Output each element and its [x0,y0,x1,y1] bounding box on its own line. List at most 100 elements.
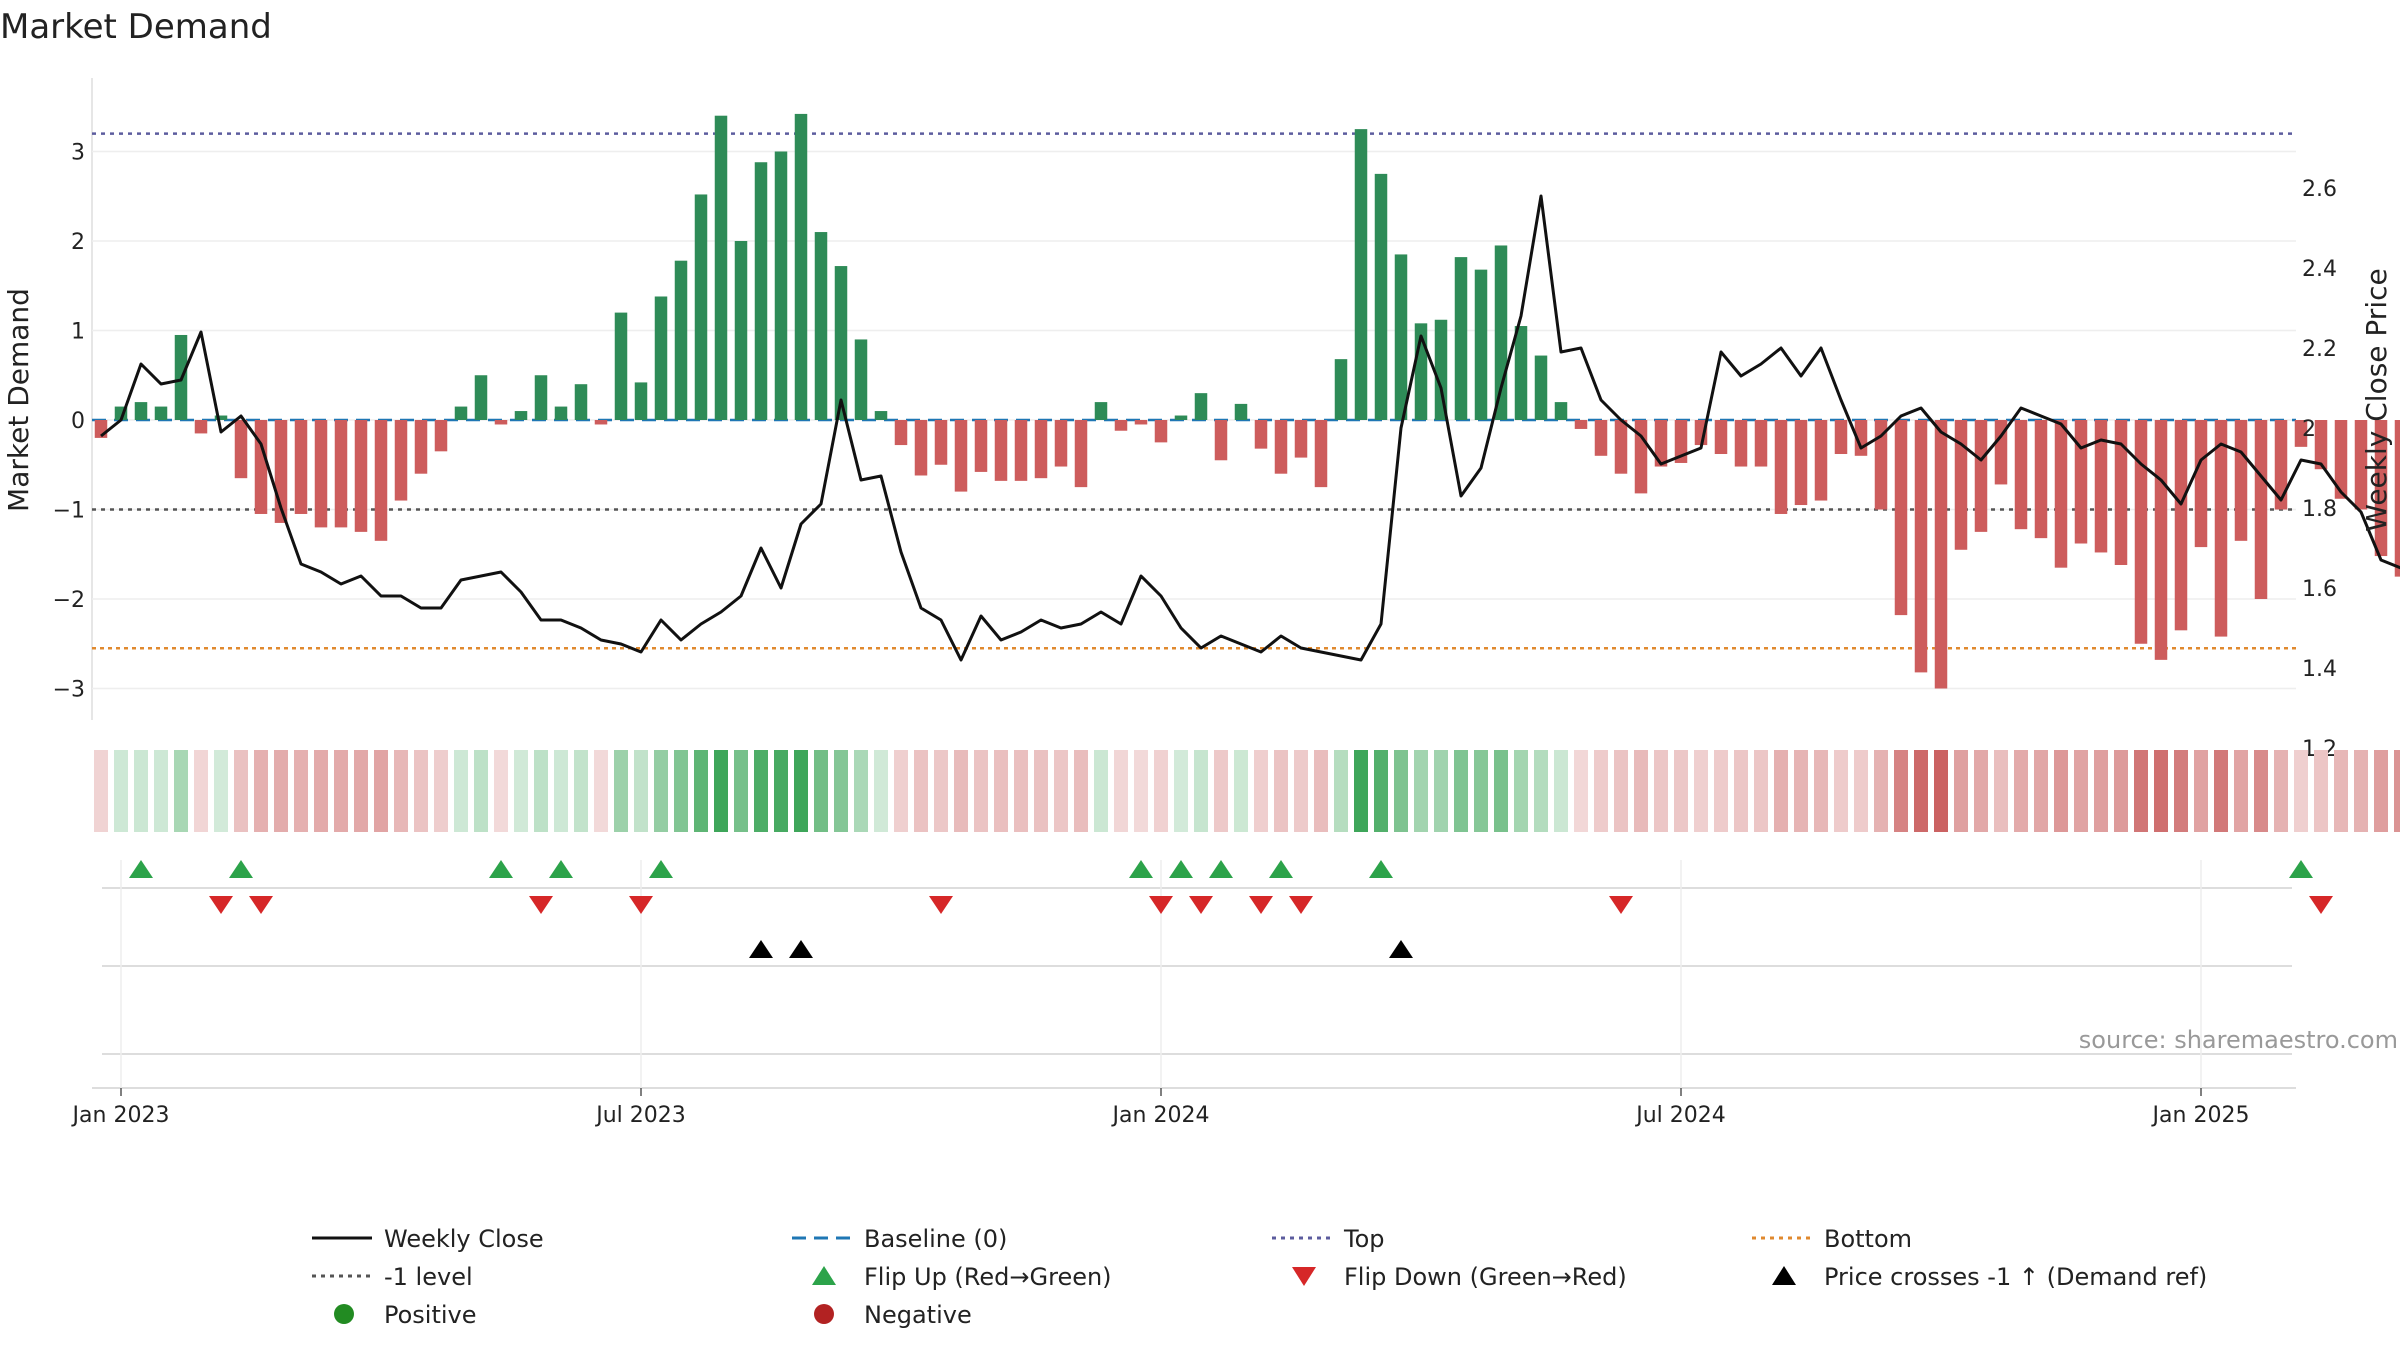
demand-bar [2254,420,2268,599]
strip-cell [274,750,288,832]
strip-cell [2314,750,2328,832]
strip-cell [1894,750,1908,832]
demand-bar [474,375,488,420]
left-axis-title: Market Demand [2,288,35,512]
strip-cell [1054,750,1068,832]
strip-cell [974,750,988,832]
strip-cell [1934,750,1948,832]
strip-cell [1334,750,1348,832]
demand-bar [1034,420,1048,479]
strip-cell [534,750,548,832]
strip-cell [614,750,628,832]
left-tick-label: 3 [71,141,85,166]
demand-bar [1074,420,1088,488]
strip-cell [1954,750,1968,832]
demand-bar [1954,420,1968,550]
chart-title: Market Demand [0,7,272,47]
demand-bar [954,420,968,492]
strip-cell [1774,750,1788,832]
strip-cell [934,750,948,832]
left-tick-label: 1 [71,320,85,345]
left-tick-label: −2 [53,588,85,613]
demand-bar [214,415,228,420]
strip-cell [1074,750,1088,832]
right-tick-label: 2.2 [2302,337,2337,362]
strip-cell [1534,750,1548,832]
strip-cell [94,750,108,832]
strip-cell [914,750,928,832]
demand-bar [494,420,508,425]
demand-bar [974,420,988,472]
price-cross-marker [789,940,813,958]
strip-cell [394,750,408,832]
demand-bar [934,420,948,465]
demand-bar [1154,420,1168,443]
strip-cell [1294,750,1308,832]
strip-cell [1214,750,1228,832]
x-tick-label: Jan 2023 [71,1103,170,1128]
flip-up-marker [1209,860,1233,878]
strip-cell [1034,750,1048,832]
right-tick-label: 2 [2302,417,2316,442]
legend-item-7: Price crosses -1 ↑ (Demand ref) [1772,1263,2207,1291]
price-cross-marker [1389,940,1413,958]
source-label: source: sharemaestro.com [2079,1026,2398,1054]
demand-bar [294,420,308,514]
strip-cell [1854,750,1868,832]
right-tick-label: 2.6 [2302,177,2337,202]
strip-cell [474,750,488,832]
strip-cell [1914,750,1928,832]
demand-bar [2374,420,2388,557]
strip-cell [1614,750,1628,832]
strip-cell [1414,750,1428,832]
strip-cell [1974,750,1988,832]
demand-bar [2234,420,2248,541]
demand-bar [1794,420,1808,506]
demand-bar [894,420,908,446]
legend: Weekly Close Baseline (0) Top Bottom -1 leve… [312,1225,2207,1329]
demand-bar [1054,420,1068,467]
legend-item-4: -1 level [312,1263,473,1291]
strip-cell [2294,750,2308,832]
demand-bar [1094,402,1108,420]
strip-cell [314,750,328,832]
strip-cell [774,750,788,832]
strip-cell [2274,750,2288,832]
demand-bar [674,260,688,420]
right-tick-label: 2.4 [2302,257,2337,282]
demand-bar [1374,173,1388,420]
right-tick-label: 1.6 [2302,577,2337,602]
demand-bar [1834,420,1848,455]
demand-bar [594,420,608,425]
demand-bar [1814,420,1828,501]
demand-bar [614,312,628,420]
demand-bar [1214,420,1228,461]
demand-bar [854,339,868,420]
legend-item-3: Bottom [1752,1225,1912,1253]
demand-bar [434,420,448,452]
right-axis-title: Weekly Close Price [2360,268,2393,531]
demand-bar [1354,129,1368,420]
demand-bar [1614,420,1628,474]
strip-cell [1374,750,1388,832]
legend-label: Weekly Close [384,1225,544,1253]
demand-bar [994,420,1008,481]
strip-cell [174,750,188,832]
strip-cell [894,750,908,832]
legend-label: Bottom [1824,1225,1912,1253]
demand-bar [554,406,568,420]
legend-label: Top [1343,1225,1385,1253]
legend-item-1: Baseline (0) [792,1225,1007,1253]
strip-cell [2034,750,2048,832]
flip-down-marker [1249,896,1273,914]
x-tick-label: Jan 2025 [2151,1103,2250,1128]
strip-cell [1654,750,1668,832]
strip-cell [714,750,728,832]
left-tick-label: 0 [71,409,85,434]
demand-bar [514,411,528,420]
demand-bar [1894,420,1908,616]
strip-cell [134,750,148,832]
demand-bar [1594,420,1608,456]
demand-bar [834,266,848,420]
